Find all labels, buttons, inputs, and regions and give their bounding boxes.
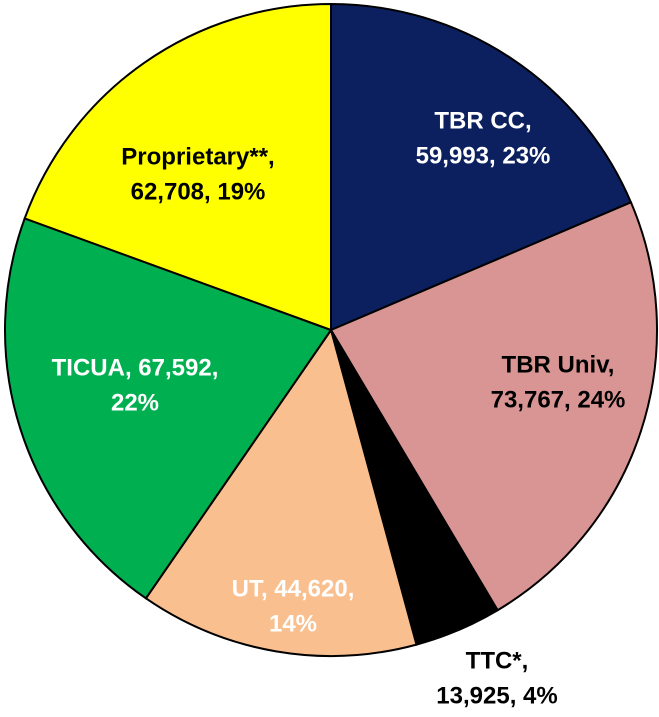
slice-label: TBR CC, [434,107,531,134]
pie-slice [4,217,333,600]
slice-label: 14% [269,610,317,637]
slice-label: 59,993, 23% [416,142,551,169]
pie-slice [144,327,418,657]
slice-label: Proprietary**, [121,143,274,170]
slice-label: TTC*, [466,647,529,674]
slice-label: UT, 44,620, [232,575,355,602]
slice-label: 62,708, 19% [131,178,266,205]
slice-label: 73,767, 24% [491,386,626,413]
slice-label: TBR Univ, [502,351,615,378]
slice-label: TICUA, 67,592, [52,354,219,381]
pie-slice [23,2,332,332]
pie-slice [330,2,633,332]
slice-label: 13,925, 4% [436,682,557,709]
slice-label: 22% [111,389,159,416]
pie-slice [329,201,658,612]
